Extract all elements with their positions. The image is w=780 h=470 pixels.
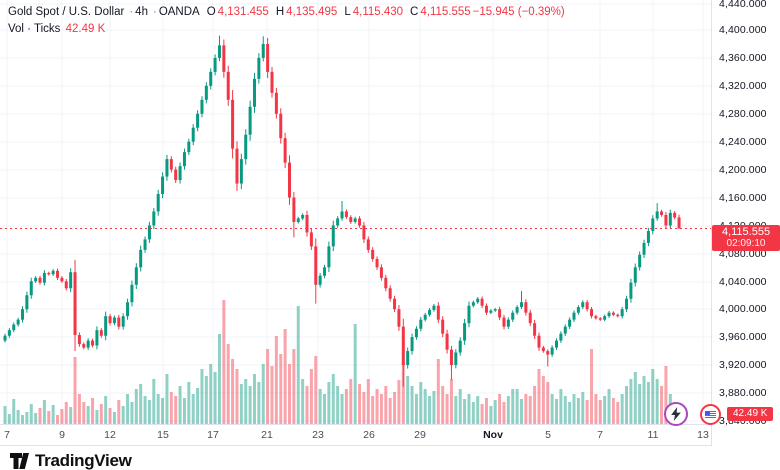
- time-axis-label: 17: [207, 429, 219, 441]
- time-axis-label: 13: [697, 429, 709, 441]
- chart-canvas[interactable]: [0, 0, 711, 424]
- separator: ·: [129, 6, 134, 18]
- time-axis[interactable]: 7 9 12 15 17 21 23 26 29 Nov 5 7 11 13: [0, 424, 780, 446]
- price-axis-label: 4,400.000: [719, 24, 767, 36]
- lightning-bolt-icon: [671, 407, 681, 421]
- candle-countdown: 02:09:10: [726, 238, 766, 249]
- time-axis-label: 7: [597, 429, 603, 441]
- change-value: −15.945 (−0.39%): [472, 6, 565, 18]
- volume-bars: [3, 300, 681, 424]
- volume-label[interactable]: Vol · Ticks: [8, 23, 61, 35]
- tradingview-logo-icon: [10, 452, 29, 469]
- open-label: O: [206, 6, 216, 18]
- volume-value: 42.49 K: [65, 23, 106, 35]
- price-axis-label: 4,000.000: [719, 303, 767, 315]
- time-axis-label: 23: [312, 429, 324, 441]
- price-axis[interactable]: 4,440.000 4,400.000 4,360.000 4,320.000 4,28…: [711, 0, 780, 446]
- price-axis-label: 4,080.000: [719, 248, 767, 260]
- price-axis-label: 4,200.000: [719, 164, 767, 176]
- volume-header: Vol · Ticks 42.49 K: [8, 23, 107, 35]
- time-axis-label: 12: [104, 429, 116, 441]
- time-axis-label: Nov: [483, 429, 503, 441]
- time-axis-label: 9: [59, 429, 65, 441]
- time-axis-label: 26: [363, 429, 375, 441]
- interval-label[interactable]: 4h: [135, 6, 148, 18]
- separator: ·: [152, 6, 157, 18]
- close-value: 4,115.555: [420, 6, 471, 18]
- price-axis-label: 3,960.000: [719, 331, 767, 343]
- last-price-badge: 4,115.555 02:09:10: [712, 225, 780, 251]
- open-value: 4,131.455: [217, 6, 269, 18]
- tradingview-logo-text: TradingView: [35, 451, 132, 470]
- time-axis-label: 5: [545, 429, 551, 441]
- time-axis-label: 7: [4, 429, 10, 441]
- price-axis-label: 4,240.000: [719, 136, 767, 148]
- candle-bodies: [3, 43, 681, 366]
- tradingview-logo[interactable]: TradingView: [10, 451, 132, 470]
- price-axis-label: 4,440.000: [719, 0, 767, 10]
- last-price-value: 4,115.555: [721, 226, 771, 238]
- price-axis-label: 4,040.000: [719, 276, 767, 288]
- low-label: L: [344, 6, 351, 18]
- price-axis-label: 4,320.000: [719, 80, 767, 92]
- low-value: 4,115.430: [352, 6, 404, 18]
- price-axis-label: 3,920.000: [719, 359, 767, 371]
- price-axis-label: 3,880.000: [719, 387, 767, 399]
- time-axis-label: 21: [261, 429, 273, 441]
- exchange-label[interactable]: OANDA: [158, 6, 200, 18]
- close-label: C: [410, 6, 419, 18]
- price-axis-label: 4,280.000: [719, 108, 767, 120]
- price-axis-label: 4,160.000: [719, 192, 767, 204]
- volume-axis-badge: 42.49 K: [727, 407, 774, 421]
- high-value: 4,135.495: [286, 6, 338, 18]
- us-session-indicator[interactable]: [700, 404, 721, 425]
- time-axis-label: 11: [647, 429, 659, 441]
- symbol-title[interactable]: Gold Spot / U.S. Dollar: [8, 6, 125, 18]
- high-label: H: [275, 6, 285, 18]
- symbol-header: Gold Spot / U.S. Dollar · 4h · OANDA O 4,131.4…: [8, 6, 567, 18]
- time-axis-label: 29: [414, 429, 426, 441]
- time-axis-label: 15: [157, 429, 169, 441]
- instant-trading-button[interactable]: [664, 402, 688, 426]
- us-flag-icon: [705, 410, 716, 419]
- price-axis-label: 4,360.000: [719, 52, 767, 64]
- grid-lines: [0, 0, 711, 424]
